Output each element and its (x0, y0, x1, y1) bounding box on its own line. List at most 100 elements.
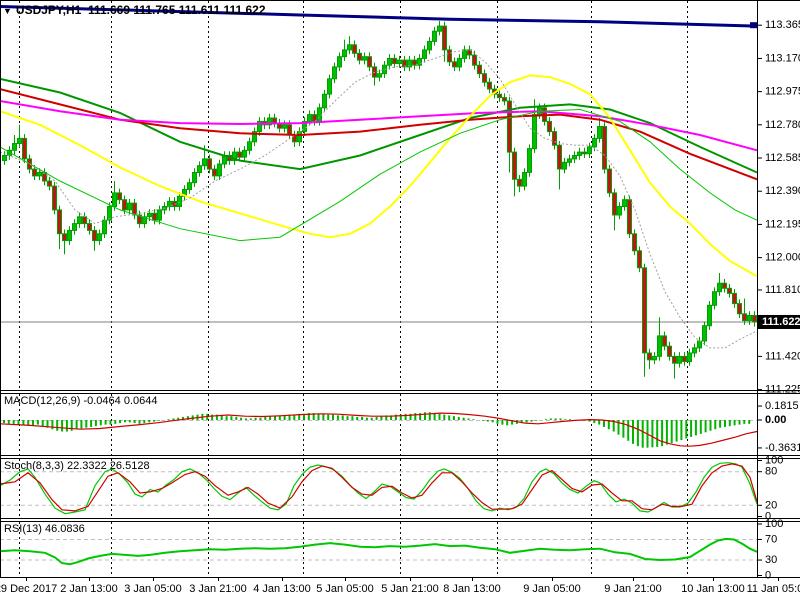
price-tick-label: 111.810 (765, 284, 800, 296)
candle-bear (612, 192, 617, 216)
stoch-tick-label: 20 (765, 499, 777, 511)
time-axis-label[interactable]: 2 Jan 13:00 (60, 583, 118, 595)
price-tick-label: 112.585 (765, 152, 800, 164)
candle-bull (717, 282, 722, 293)
candle-bear (487, 81, 492, 90)
candle-bull (462, 49, 467, 59)
price-tick-label: 112.780 (765, 119, 800, 131)
candle-bull (252, 131, 257, 143)
candle-bull (142, 216, 147, 225)
time-axis-label[interactable]: 4 Jan 13:00 (253, 583, 311, 595)
candle-bear (62, 233, 67, 242)
time-axis-label[interactable]: 10 Jan 13:00 (681, 583, 745, 595)
candle-bull (322, 93, 327, 109)
current-price-badge (757, 314, 800, 329)
candle-bear (237, 151, 242, 158)
stoch-tick-label: 0 (765, 511, 771, 523)
candle-bear (32, 168, 37, 177)
candle-bear (632, 233, 637, 252)
candle-bull (347, 44, 352, 51)
candle-bull (337, 56, 342, 68)
stoch-tick-label: 100 (765, 455, 783, 467)
macd-indicator-label: MACD(12,26,9) -0.0464 0.0644 (4, 395, 158, 407)
candle-bear (122, 199, 127, 211)
candle-bear (672, 355, 677, 364)
candle-bear (352, 44, 357, 54)
candle-bull (147, 212, 152, 218)
candle-bear (467, 49, 472, 56)
candle-bull (17, 137, 22, 144)
candle-bull (422, 49, 427, 59)
candle-bear (22, 137, 27, 160)
rsi-line (0, 537, 758, 566)
stoch-indicator-label: Stoch(8,3,3) 22.3322 26.5128 (4, 460, 150, 472)
candle-bear (552, 131, 557, 146)
candle-bull (597, 126, 602, 139)
price-tick-label: 112.000 (765, 252, 800, 264)
candle-bull (407, 59, 412, 68)
macd-tick-label: 0.00 (765, 414, 786, 426)
candle-bull (457, 57, 462, 68)
candle-bear (82, 216, 87, 225)
candle-bear (752, 315, 757, 323)
candle-bull (202, 158, 207, 167)
candle-bear (412, 59, 417, 66)
candle-bull (67, 229, 72, 242)
time-axis-label[interactable]: 9 Jan 05:00 (523, 583, 581, 595)
candle-bull (232, 151, 237, 162)
time-axis-label[interactable]: 5 Jan 21:00 (381, 583, 439, 595)
candle-bull (187, 182, 192, 190)
candle-bull (697, 340, 702, 349)
price-tick-label: 112.975 (765, 86, 800, 98)
candle-bear (452, 61, 457, 68)
time-axis-label[interactable]: 3 Jan 05:00 (124, 583, 182, 595)
stoch-d-line (0, 463, 758, 512)
candle-bull (77, 216, 82, 225)
time-axis-label[interactable]: 5 Jan 05:00 (316, 583, 374, 595)
candle-bull (157, 209, 162, 221)
candle-bear (92, 229, 97, 242)
candle-bear (607, 168, 612, 194)
candle-bull (297, 131, 302, 143)
candle-bear (667, 345, 672, 357)
candle-bear (582, 151, 587, 155)
candle-bear (502, 97, 507, 102)
rsi-tick-label: 30 (765, 554, 777, 566)
candle-bear (497, 93, 502, 99)
candle-bull (622, 199, 627, 207)
candle-bear (57, 209, 62, 235)
candle-bear (137, 214, 142, 225)
candle-bull (592, 137, 597, 148)
candle-bull (362, 56, 367, 61)
price-tick-label: 113.365 (765, 19, 800, 31)
time-axis-label[interactable]: 3 Jan 21:00 (189, 583, 247, 595)
candle-bear (477, 64, 482, 75)
candle-bull (242, 149, 247, 158)
candle-bull (2, 155, 7, 162)
candle-bull (712, 291, 717, 306)
time-axis-label[interactable]: 8 Jan 13:00 (443, 583, 501, 595)
time-axis-label[interactable]: 9 Jan 21:00 (604, 583, 662, 595)
candle-bull (702, 325, 707, 342)
rsi-tick-label: 70 (765, 533, 777, 545)
candle-bull (427, 40, 432, 51)
candle-bull (112, 192, 117, 207)
candle-bear (557, 144, 562, 170)
rsi-indicator-label: RSI(13) 46.0836 (4, 523, 85, 535)
candle-bear (117, 192, 122, 201)
candle-bear (732, 292, 737, 305)
candle-bear (512, 151, 517, 180)
candle-bear (627, 199, 632, 235)
candle-bear (447, 49, 452, 63)
candle-bull (12, 143, 17, 151)
ma-green-fast (0, 108, 758, 242)
candle-bull (342, 49, 347, 58)
time-axis-label[interactable]: 29 Dec 2017 (0, 583, 57, 595)
collapse-arrow-icon[interactable]: ▼ (3, 6, 12, 16)
candle-bear (287, 124, 292, 136)
candle-bull (577, 151, 582, 157)
candle-bull (282, 124, 287, 129)
time-axis-label[interactable]: 11 Jan 05:00 (747, 583, 800, 595)
chart-title: ▼ USDJPY,H1 111.669 111.765 111.611 111.6… (3, 3, 266, 17)
